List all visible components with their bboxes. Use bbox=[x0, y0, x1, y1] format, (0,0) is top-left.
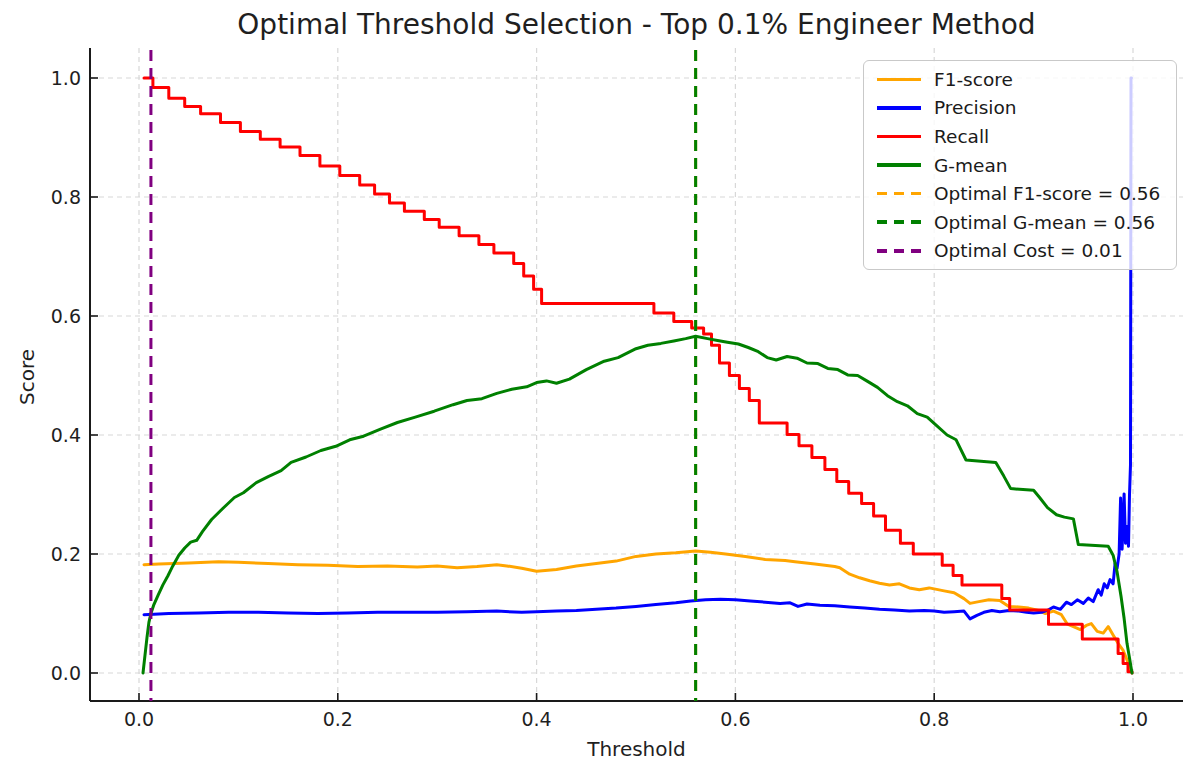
legend-line-sample bbox=[877, 163, 921, 167]
y-tick-label: 1.0 bbox=[51, 67, 81, 89]
legend-item: Precision bbox=[874, 94, 1166, 123]
x-tick-label: 0.0 bbox=[124, 708, 154, 730]
series-line-g-mean bbox=[143, 336, 1132, 673]
x-tick-label: 0.2 bbox=[323, 708, 353, 730]
y-tick-label: 0.2 bbox=[51, 543, 81, 565]
legend-dashed-line-sample bbox=[877, 220, 921, 224]
x-tick-label: 0.8 bbox=[919, 708, 949, 730]
legend-item: Optimal G-mean = 0.56 bbox=[874, 208, 1166, 237]
legend-line-sample bbox=[877, 78, 921, 82]
figure: Optimal Threshold Selection - Top 0.1% E… bbox=[0, 0, 1200, 779]
legend-line-sample bbox=[877, 135, 921, 139]
legend-label: Optimal Cost = 0.01 bbox=[934, 240, 1123, 261]
legend-dashed-line-sample bbox=[877, 192, 921, 196]
x-axis-label: Threshold bbox=[90, 737, 1183, 761]
legend: F1-score Precision Recall G-mean Optimal F1-… bbox=[863, 60, 1177, 270]
legend-label: Optimal F1-score = 0.56 bbox=[934, 183, 1160, 204]
legend-label: Recall bbox=[934, 126, 989, 147]
y-tick-label: 0.0 bbox=[51, 662, 81, 684]
legend-item: Optimal Cost = 0.01 bbox=[874, 236, 1166, 265]
x-tick-label: 1.0 bbox=[1118, 708, 1148, 730]
x-tick-label: 0.6 bbox=[720, 708, 750, 730]
legend-label: G-mean bbox=[934, 155, 1007, 176]
legend-item: Recall bbox=[874, 122, 1166, 151]
x-tick-label: 0.4 bbox=[521, 708, 551, 730]
legend-label: F1-score bbox=[934, 69, 1013, 90]
legend-line-sample bbox=[877, 106, 921, 110]
legend-item: F1-score bbox=[874, 65, 1166, 94]
legend-label: Optimal G-mean = 0.56 bbox=[934, 212, 1155, 233]
y-tick-label: 0.6 bbox=[51, 305, 81, 327]
legend-item: G-mean bbox=[874, 151, 1166, 180]
legend-item: Optimal F1-score = 0.56 bbox=[874, 179, 1166, 208]
legend-label: Precision bbox=[934, 97, 1017, 118]
y-tick-label: 0.4 bbox=[51, 424, 81, 446]
series-line-f1-score bbox=[144, 551, 1131, 671]
y-axis-label: Score bbox=[15, 349, 39, 405]
y-tick-label: 0.8 bbox=[51, 186, 81, 208]
legend-dashed-line-sample bbox=[877, 249, 921, 253]
